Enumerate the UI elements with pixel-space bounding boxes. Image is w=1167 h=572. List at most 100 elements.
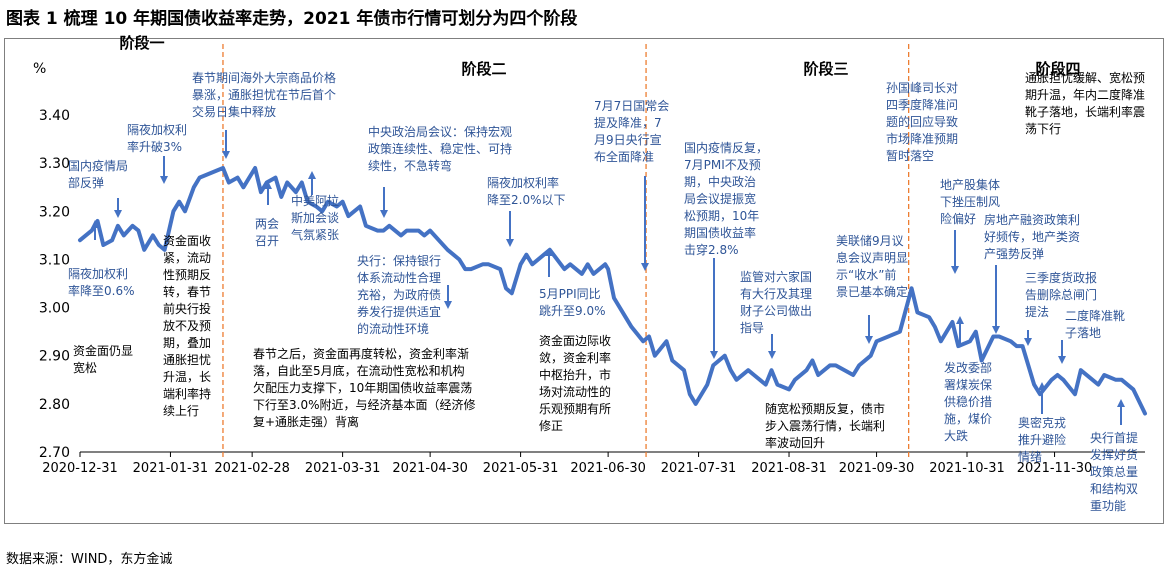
annotation-text: 子落地 (1065, 326, 1101, 340)
y-axis-label: % (33, 61, 46, 77)
annotation-text: 情绪 (1018, 450, 1042, 464)
annotation-text: 7月7日国常会 (594, 99, 669, 113)
annotation-text: 端利率持 (163, 386, 211, 401)
annotation-text: 月9日央行宣 (594, 132, 662, 147)
annotation-text: 充裕，为政府债 (357, 287, 441, 302)
x-tick-label: 2021-08-31 (751, 461, 827, 476)
annotation-text: 告删除总闸门 (1025, 287, 1097, 302)
annotation-text: 击穿2.8% (684, 242, 739, 257)
annotation-text: 欠配压力支撑下，10年期国债收益率震荡 (253, 380, 472, 395)
annotation-text: 春节之后，资金面再度转松，资金利率渐 (253, 346, 469, 361)
y-tick-label: 3.00 (39, 301, 70, 317)
x-tick-label: 2021-10-31 (929, 461, 1005, 476)
annotation-text: 斯加会谈 (291, 211, 339, 225)
x-tick-label: 2021-05-31 (483, 461, 559, 476)
y-tick-label: 3.20 (39, 204, 70, 220)
y-tick-label: 2.70 (39, 445, 70, 461)
x-tick-label: 2020-12-31 (42, 461, 118, 476)
x-tick-label: 2021-02-28 (214, 461, 290, 476)
annotation-text: 发改委部 (944, 360, 992, 375)
y-tick-label: 2.90 (39, 349, 70, 365)
y-tick-label: 2.80 (39, 397, 70, 413)
annotation-text: 指导 (740, 320, 764, 335)
stage-label: 阶段四 (1035, 60, 1080, 78)
annotation-text: 监管对六家国 (740, 269, 812, 284)
series-line-yield (78, 166, 1147, 416)
annotation-text: 三季度货政报 (1025, 270, 1097, 285)
annotation-text: 通胀担忧缓解、宽松预 (1025, 70, 1145, 85)
annotation-text: 随宽松预期反复，债市 (765, 401, 885, 416)
annotation-text: 施，煤价 (944, 412, 992, 426)
figure-title: 图表 1 梳理 10 年期国债收益率走势，2021 年债市行情可划分为四个阶段 (6, 9, 578, 29)
annotation-text: 政策总量 (1090, 465, 1138, 479)
stage-label: 阶段三 (803, 60, 848, 78)
annotation-text: 政策连续性、稳定性、可持 (368, 141, 512, 156)
annotation-text: 期，叠加 (163, 336, 211, 350)
annotation-text: 供稳价措 (944, 394, 992, 409)
annotation-text: 和结构双 (1090, 481, 1138, 496)
annotation-text: 放不及预 (163, 318, 211, 333)
annotation-text: 的流动性环境 (357, 321, 429, 336)
annotation-text: 房地产融资政策利 (984, 212, 1080, 227)
annotation-text: 跳升至9.0% (539, 304, 606, 318)
stage-label: 阶段二 (461, 60, 506, 78)
annotation-text: 资金面仍显 (73, 343, 133, 358)
annotation-text: 市场降准预期 (886, 131, 958, 146)
annotation-text: 率波动回升 (765, 435, 825, 450)
x-tick-label: 2021-11-30 (1017, 461, 1093, 476)
x-tick-label: 2021-04-30 (392, 461, 468, 476)
annotation-text: 资金面收 (163, 233, 211, 248)
annotation-text: 署煤炭保 (944, 378, 992, 392)
annotation-text: 示“收水”前 (836, 267, 896, 282)
annotation-text: 期国债收益率 (684, 225, 756, 240)
annotation-text: 荡下行 (1025, 122, 1061, 136)
annotation-text: 交易日集中释放 (192, 104, 276, 119)
annotation-text: 国内疫情局 (68, 158, 128, 173)
annotation-text: 性预期反 (163, 268, 211, 282)
annotation-text: 春节期间海外大宗商品价格 (192, 70, 336, 85)
annotation-text: 中枢抬升，市 (539, 367, 611, 382)
chart-frame (4, 38, 1164, 524)
annotation-text: 国内疫情反复， (684, 140, 768, 155)
annotation-text: 下挫压制风 (940, 195, 1000, 209)
annotation-text: 产强势反弹 (984, 247, 1044, 261)
annotation-text: 券发行提供适宜 (357, 304, 441, 319)
annotation-text: 二度降准靴 (1065, 308, 1125, 323)
annotation-text: 中美阿拉 (291, 193, 339, 208)
annotation-text: 财子公司做出 (740, 303, 812, 318)
x-tick-label: 2021-01-31 (133, 461, 209, 476)
annotation-text: 召开 (255, 234, 279, 248)
annotation-text: 靴子落地，长端利率震 (1025, 104, 1145, 119)
y-tick-label: 3.30 (39, 156, 70, 172)
annotation-text: 题的回应导致 (886, 114, 958, 129)
annotation-text: 续性，不急转弯 (368, 158, 452, 173)
annotation-text: 7月PMI不及预 (684, 158, 761, 172)
annotation-text: 推升避险 (1018, 432, 1066, 447)
annotation-text: 有大行及其理 (740, 287, 812, 301)
annotation-text: 期，中央政治 (684, 174, 756, 189)
annotation-text: 四季度降准问 (886, 97, 958, 112)
annotation-text: 下行至3.0%附近，与经济基本面（经济修 (253, 397, 476, 412)
annotation-text: 紧，流动 (163, 251, 211, 265)
x-tick-label: 2021-09-30 (839, 461, 915, 476)
annotation-text: 重功能 (1090, 499, 1126, 513)
y-tick-label: 3.10 (39, 252, 70, 268)
annotation-text: 升温，长 (163, 370, 211, 384)
x-tick-label: 2021-03-31 (305, 461, 381, 476)
annotation-text: 步入震荡行情，长端利 (765, 419, 885, 433)
annotation-text: 体系流动性合理 (357, 270, 441, 285)
annotation-text: 息会议声明显 (836, 250, 908, 265)
annotation-text: 好频传，地产类资 (984, 229, 1080, 244)
annotation-text: 险偏好 (940, 211, 976, 226)
annotation-text: 5月PPI同比 (539, 287, 601, 301)
annotation-text: 场对流动性的 (539, 384, 611, 399)
annotation-text: 发挥好货 (1090, 447, 1138, 462)
annotation-text: 率升破3% (127, 139, 182, 154)
annotation-text: 气氛紧张 (291, 227, 339, 242)
annotation-text: 宽松 (73, 360, 97, 375)
annotation-text: 两会 (255, 217, 279, 231)
annotation-text: 中央政治局会议：保持宏观 (368, 124, 512, 139)
annotation-text: 期升温，年内二度降准 (1025, 87, 1145, 102)
x-tick-label: 2021-06-30 (570, 461, 646, 476)
